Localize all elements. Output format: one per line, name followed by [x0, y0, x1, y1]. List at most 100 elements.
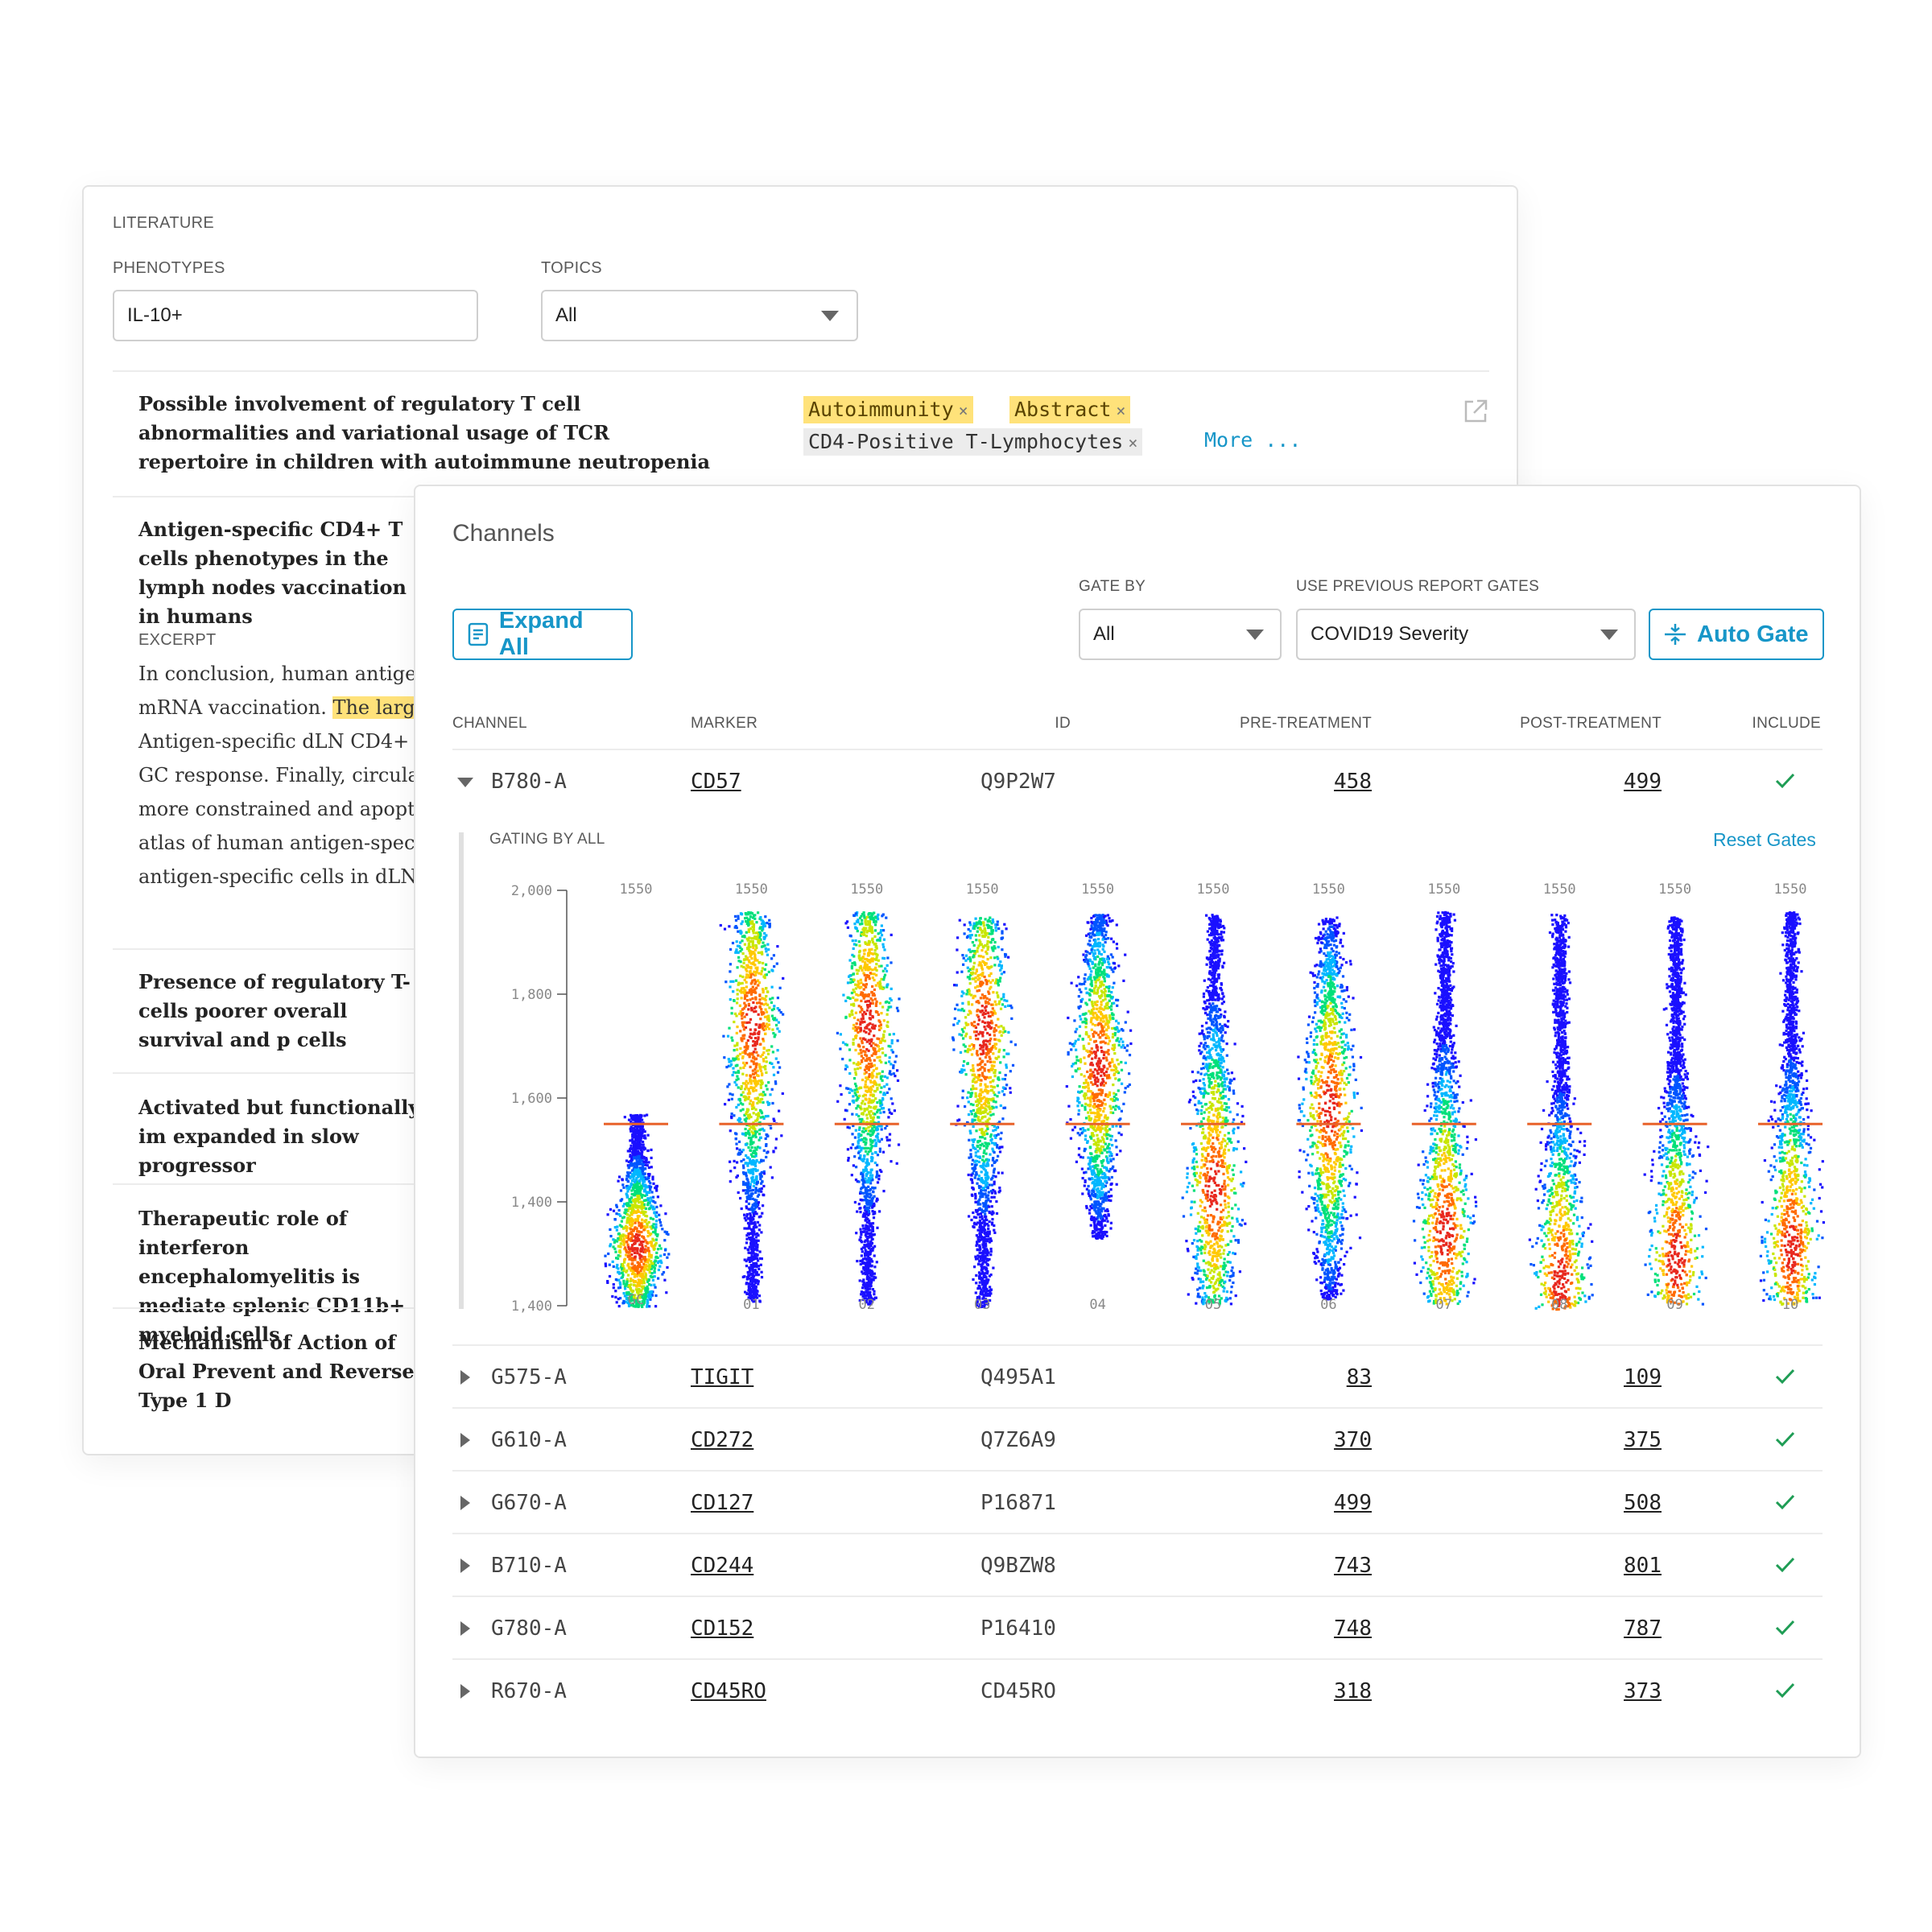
external-link-icon[interactable]: [1462, 398, 1489, 425]
event-dot: [642, 1179, 645, 1182]
event-dot: [865, 1230, 869, 1233]
event-dot: [848, 959, 852, 962]
event-dot: [604, 1265, 608, 1268]
event-dot: [865, 1071, 868, 1074]
event-dot: [758, 981, 761, 985]
close-icon[interactable]: ×: [958, 401, 968, 420]
event-dot: [634, 1210, 638, 1213]
event-dot: [870, 1155, 873, 1159]
event-dot: [753, 1203, 757, 1208]
marker-link[interactable]: CD57: [691, 770, 741, 794]
article-title[interactable]: Activated but functionally im expanded i…: [138, 1096, 420, 1177]
article-title[interactable]: Antigen-specific CD4+ T cells phenotypes…: [138, 518, 407, 628]
column-header-post-treatment[interactable]: POST-TREATMENT: [1520, 715, 1662, 732]
event-dot: [855, 1084, 858, 1088]
event-dot: [757, 984, 760, 987]
event-dot: [731, 1093, 734, 1096]
event-dot: [856, 930, 859, 933]
column-header-channel[interactable]: CHANNEL: [452, 715, 527, 732]
event-dot: [620, 1242, 623, 1245]
gating-chart[interactable]: 2,0001,8001,6001,4001,4001550GC155001155…: [464, 873, 1832, 1323]
check-icon[interactable]: [1773, 768, 1797, 792]
event-dot: [606, 1280, 609, 1283]
event-dot: [874, 1105, 877, 1108]
event-dot: [748, 1133, 751, 1137]
event-dot: [753, 964, 757, 967]
column-header-include[interactable]: INCLUDE: [1752, 715, 1821, 732]
event-dot: [631, 1118, 634, 1121]
event-dot: [654, 1238, 658, 1241]
event-dot: [630, 1262, 634, 1265]
reset-gates-link[interactable]: Reset Gates: [1713, 829, 1816, 850]
event-dot: [862, 1278, 865, 1282]
expand-all-button[interactable]: Expand All: [452, 608, 633, 660]
chevron-down-icon[interactable]: [457, 778, 473, 787]
event-dot: [871, 1229, 875, 1232]
topics-select[interactable]: All: [541, 290, 858, 341]
previous-gates-select[interactable]: COVID19 Severity: [1296, 609, 1636, 660]
pre-treatment-link[interactable]: 458: [1334, 770, 1372, 794]
event-dot: [651, 1226, 654, 1229]
event-dot: [746, 1183, 749, 1186]
population-01[interactable]: [719, 910, 785, 1303]
event-dot: [779, 1011, 782, 1014]
phenotypes-input[interactable]: IL-10+: [113, 290, 478, 341]
event-dot: [869, 1224, 873, 1227]
tag-cd4-positive[interactable]: CD4-Positive T-Lymphocytes ×: [803, 428, 1143, 456]
event-dot: [743, 978, 746, 981]
event-dot: [652, 1182, 655, 1185]
event-dot: [845, 1087, 848, 1090]
event-dot: [633, 1170, 636, 1174]
event-dot: [1000, 1025, 1003, 1028]
event-dot: [882, 1034, 886, 1038]
event-dot: [737, 914, 740, 918]
event-dot: [868, 1281, 871, 1284]
event-dot: [767, 1017, 770, 1020]
event-dot: [971, 1138, 974, 1141]
post-treatment-link[interactable]: 499: [1624, 770, 1662, 794]
event-dot: [746, 1082, 749, 1085]
event-dot: [744, 1099, 747, 1102]
column-header-id[interactable]: ID: [1055, 715, 1071, 732]
event-dot: [855, 1113, 858, 1117]
event-dot: [747, 1156, 750, 1159]
close-icon[interactable]: ×: [1128, 433, 1138, 452]
article-title[interactable]: Possible involvement of regulatory T cel…: [138, 392, 711, 473]
event-dot: [872, 1246, 875, 1249]
population-02[interactable]: [836, 911, 901, 1306]
event-dot: [867, 1125, 870, 1129]
event-dot: [878, 1147, 881, 1150]
close-icon[interactable]: ×: [1116, 401, 1126, 420]
more-tags-link[interactable]: More ...: [1204, 428, 1302, 452]
column-header-marker[interactable]: MARKER: [691, 715, 758, 732]
event-dot: [859, 1138, 862, 1141]
gate-by-select[interactable]: All: [1079, 609, 1282, 660]
event-dot: [880, 1012, 883, 1015]
event-dot: [987, 935, 990, 939]
article-title[interactable]: Presence of regulatory T-cells poorer ov…: [138, 970, 411, 1051]
auto-gate-button[interactable]: Auto Gate: [1649, 609, 1824, 660]
tag-autoimmunity[interactable]: Autoimmunity ×: [803, 396, 973, 423]
event-dot: [628, 1293, 631, 1296]
tag-abstract[interactable]: Abstract ×: [1009, 396, 1131, 423]
article-title[interactable]: Mechanism of Action of Oral Prevent and …: [138, 1331, 415, 1412]
event-dot: [753, 1212, 756, 1216]
event-dot: [638, 1162, 642, 1165]
event-dot: [754, 967, 758, 970]
article-title[interactable]: Therapeutic role of interferon encephalo…: [138, 1207, 406, 1346]
event-dot: [867, 1063, 870, 1066]
event-dot: [634, 1268, 638, 1271]
event-dot: [882, 1035, 886, 1039]
table-row-expanded[interactable]: B780-A CD57 Q9P2W7 458 499: [452, 750, 1823, 813]
population-GC[interactable]: [604, 1113, 671, 1309]
event-dot: [740, 989, 743, 992]
column-header-pre-treatment[interactable]: PRE-TREATMENT: [1240, 715, 1372, 732]
event-dot: [964, 1045, 967, 1048]
event-dot: [865, 1113, 869, 1117]
event-dot: [892, 1072, 895, 1075]
event-dot: [879, 1101, 882, 1104]
event-dot: [628, 1150, 631, 1153]
event-dot: [754, 1108, 758, 1111]
event-dot: [852, 1038, 855, 1041]
population-03[interactable]: [952, 916, 1018, 1309]
